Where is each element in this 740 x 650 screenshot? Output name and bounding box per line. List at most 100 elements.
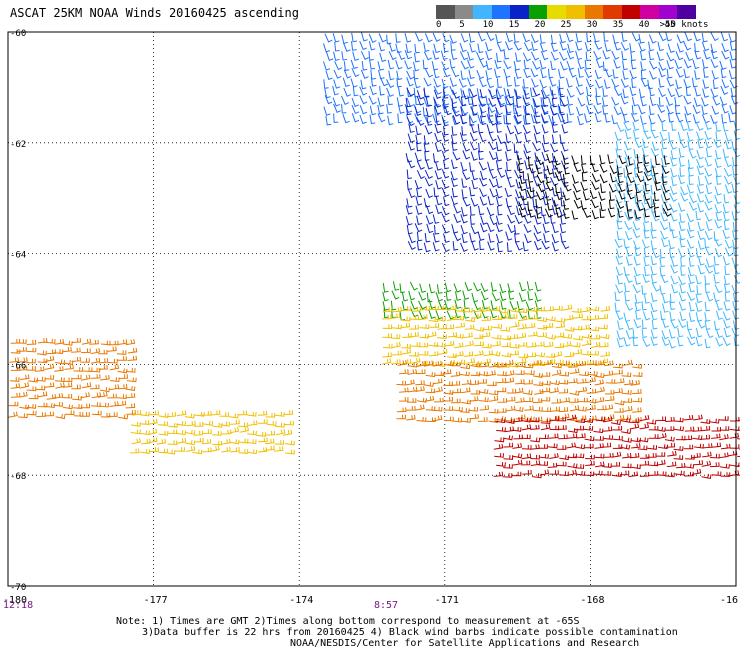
wind-barb [352,51,359,61]
wind-barb [523,397,534,402]
wind-barb [91,392,102,399]
wind-barb [470,362,481,368]
wind-barb [650,292,658,303]
wind-barb [405,379,415,386]
wind-barb [391,359,401,365]
wind-barb [545,334,556,340]
wind-barb [343,69,352,79]
wind-barb [90,347,101,355]
wind-barb [445,291,452,301]
wind-barb [684,113,691,123]
wind-barb [661,173,668,184]
wind-barb [651,319,658,330]
wind-barb [732,301,740,311]
legend-label: 35 [612,20,624,30]
wind-barb [586,32,592,43]
wind-barb [125,386,136,392]
wind-barb [423,242,431,253]
wind-barb [615,176,623,187]
wind-barb [633,266,641,277]
wind-barb [478,150,484,160]
wind-barb [436,305,447,311]
wind-barb [704,246,713,256]
wind-barb [596,405,607,411]
wind-barb [687,336,696,346]
wind-barb [564,352,575,358]
wind-barb [667,88,676,98]
wind-barb [526,352,537,358]
wind-barb [479,88,487,99]
wind-barb [513,434,523,440]
wind-barb [274,411,285,417]
wind-barb [632,363,643,369]
wind-barb [451,126,458,136]
wind-barb [89,384,100,390]
wind-barb [638,105,646,115]
wind-barb [692,104,701,114]
wind-barb [648,461,659,467]
wind-barb [584,69,593,79]
wind-barb [547,443,558,449]
wind-barb [17,339,27,344]
wind-barb [109,384,120,391]
wind-barb [562,191,570,201]
wind-barb [603,416,613,423]
legend-swatch [603,5,622,19]
wind-barb [108,358,118,364]
wind-barb [524,160,531,170]
wind-barb [694,42,700,53]
wind-barb [248,420,258,426]
wind-barb [644,182,651,192]
wind-barb [459,408,470,414]
wind-barb [478,161,487,171]
wind-barb [90,402,101,408]
wind-barb [534,292,542,302]
wind-barb [98,364,108,370]
wind-barb [563,182,572,192]
wind-barb [677,327,684,338]
wind-barb [435,292,443,302]
wind-barb [616,199,625,209]
wind-barb [714,247,723,258]
wind-barb [655,426,666,432]
wind-barb [460,224,468,235]
wind-barb [99,402,109,408]
wind-barb [415,380,425,386]
wind-barb [410,342,421,347]
wind-barb [536,164,543,175]
wind-barb [425,97,433,107]
wind-barb [539,59,547,70]
wind-barb [714,194,722,205]
wind-barb [418,351,429,356]
wind-barb [651,282,661,292]
wind-barb [687,266,695,277]
wind-barb [600,305,611,312]
legend-label: 20 [534,20,546,30]
wind-barb [632,284,641,294]
wind-barb [701,473,712,479]
wind-barb [442,96,450,106]
wind-barb [729,41,736,51]
wind-barb [550,60,557,71]
wind-barb [516,358,527,364]
wind-barb [680,186,689,196]
wind-barb [504,418,515,424]
wind-barb [451,98,457,109]
wind-barb [396,380,406,386]
wind-barb [440,50,448,61]
wind-barb [721,42,729,53]
wind-barb [469,206,476,216]
wind-barb [616,141,622,151]
wind-barb [665,96,674,106]
wind-barb [704,275,710,285]
wind-barb [514,107,522,117]
wind-barb [617,173,624,184]
wind-barb [560,413,570,420]
wind-barb [526,342,537,348]
wind-barb [515,52,522,62]
wind-barb [491,292,500,302]
wind-barb [71,374,82,380]
wind-barb [478,104,487,114]
wind-barb [654,155,661,166]
wind-barb [333,113,339,124]
